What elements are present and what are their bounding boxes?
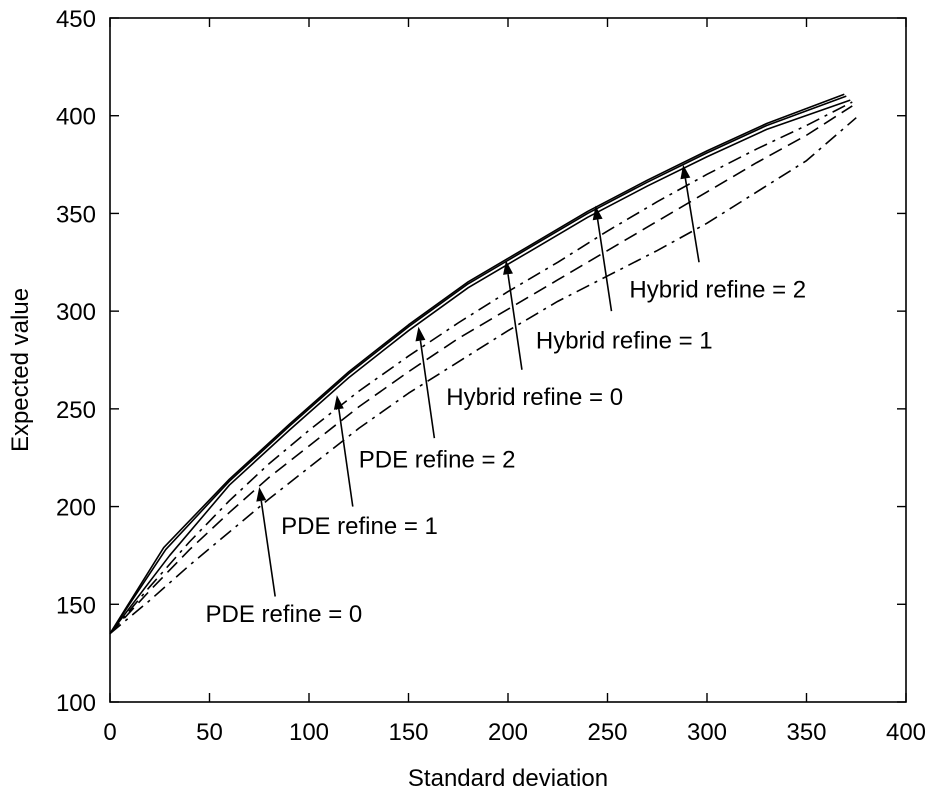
series-line-hybrid-1 — [109, 95, 847, 635]
annotation-arrowhead-pde-2 — [415, 326, 426, 342]
y-tick-label: 400 — [56, 104, 96, 131]
annotation-arrow-hybrid-2 — [684, 178, 700, 263]
annotation-label-hybrid-1: Hybrid refine = 1 — [536, 327, 713, 354]
tick-layer: 0 50 100 150 200 250 300 350 400 100 150 200 250 300 3… — [56, 6, 926, 746]
x-tick-label: 50 — [196, 719, 223, 746]
x-tick-label: 350 — [786, 719, 826, 746]
series-layer — [109, 93, 857, 635]
series-line-pde-1 — [109, 105, 853, 635]
annotation-arrow-hybrid-0 — [507, 274, 523, 370]
plot-frame — [109, 17, 907, 703]
annotation-label-pde-2: PDE refine = 2 — [359, 447, 516, 474]
annotation-arrow-pde-0 — [260, 500, 276, 597]
annotation-arrow-hybrid-1 — [596, 219, 613, 312]
series-line-hybrid-0 — [109, 99, 851, 635]
y-tick-label: 450 — [56, 6, 96, 33]
annotation-arrowhead-hybrid-2 — [680, 164, 691, 180]
annotation-arrowhead-hybrid-0 — [503, 260, 513, 275]
series-line-hybrid-2 — [109, 93, 845, 635]
annotation-layer: PDE refine = 0 PDE refine = 1 PDE refine =… — [206, 164, 806, 628]
y-tick-label: 150 — [56, 592, 96, 619]
y-tick-label: 100 — [56, 690, 96, 717]
annotation-label-pde-1: PDE refine = 1 — [281, 513, 438, 540]
y-tick-label: 250 — [56, 397, 96, 424]
annotation-label-hybrid-2: Hybrid refine = 2 — [629, 277, 806, 304]
y-axis-label: Expected value — [7, 288, 34, 452]
annotation-arrowhead-pde-1 — [333, 395, 344, 410]
series-line-pde-0 — [109, 117, 857, 635]
annotation-arrow-pde-2 — [419, 340, 436, 439]
x-tick-label: 200 — [488, 719, 528, 746]
y-tick-label: 350 — [56, 201, 96, 228]
x-tick-label: 150 — [388, 719, 428, 746]
annotation-label-hybrid-0: Hybrid refine = 0 — [446, 384, 623, 411]
x-tick-label: 400 — [886, 719, 926, 746]
x-tick-label: 100 — [289, 719, 329, 746]
x-tick-label: 300 — [687, 719, 727, 746]
x-tick-label: 250 — [587, 719, 627, 746]
x-tick-label: 0 — [103, 719, 116, 746]
y-tick-label: 300 — [56, 299, 96, 326]
annotation-arrowhead-hybrid-1 — [592, 205, 603, 221]
series-line-pde-2 — [109, 101, 853, 635]
y-tick-label: 200 — [56, 495, 96, 522]
annotation-arrowhead-pde-0 — [256, 487, 267, 502]
x-axis-label: Standard deviation — [408, 765, 608, 792]
annotation-arrow-pde-1 — [338, 408, 354, 507]
annotation-label-pde-0: PDE refine = 0 — [206, 601, 363, 628]
